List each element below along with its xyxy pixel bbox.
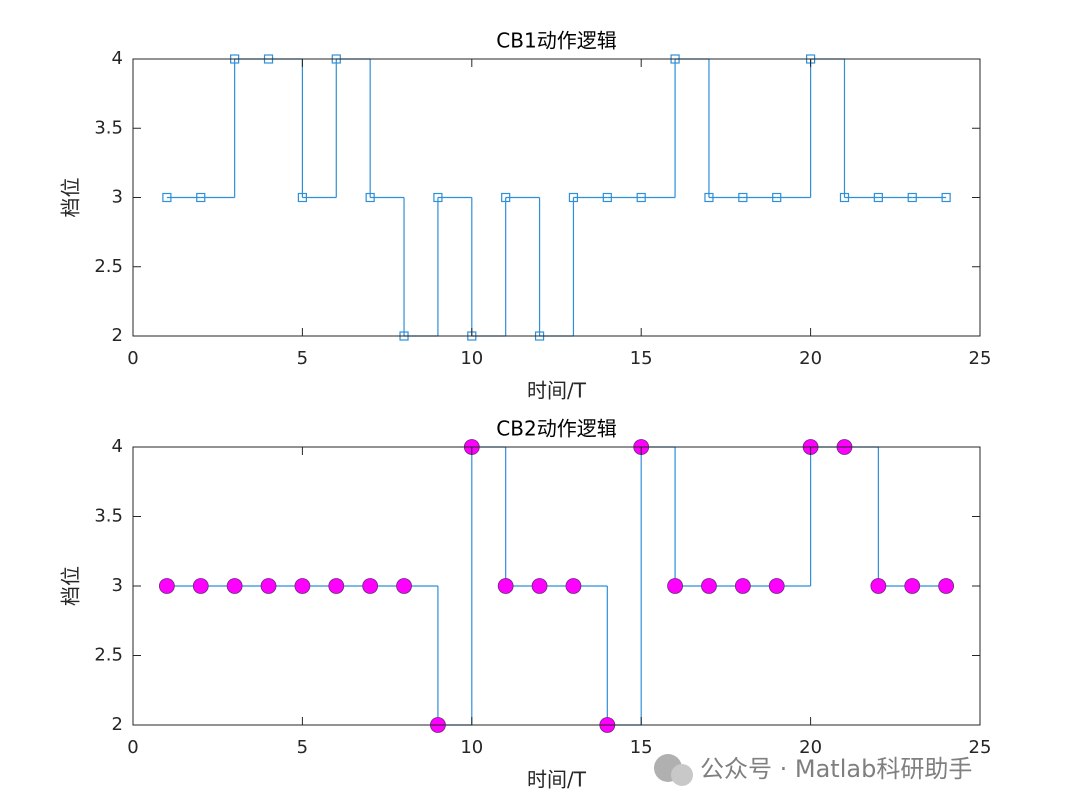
x-tick-label: 15 xyxy=(630,348,653,369)
marker xyxy=(738,192,748,203)
y-tick-label: 3 xyxy=(112,575,123,596)
marker xyxy=(396,578,412,594)
watermark-icon xyxy=(671,764,693,786)
y-tick-label: 4 xyxy=(112,48,123,69)
x-tick-label: 5 xyxy=(297,348,308,369)
x-tick-label: 25 xyxy=(969,348,992,369)
x-tick-label: 25 xyxy=(969,737,992,758)
x-tick-label: 0 xyxy=(127,348,138,369)
marker xyxy=(701,578,717,594)
marker xyxy=(226,578,243,594)
marker xyxy=(907,192,917,203)
marker xyxy=(192,578,209,594)
x-tick-label: 20 xyxy=(799,737,822,758)
marker xyxy=(938,578,955,594)
x-tick-label: 5 xyxy=(297,737,308,758)
marker xyxy=(734,578,751,594)
marker xyxy=(328,578,345,594)
chart-title: CB2动作逻辑 xyxy=(496,417,616,441)
marker xyxy=(873,192,883,203)
marker xyxy=(602,192,612,203)
y-tick-label: 2.5 xyxy=(94,645,123,666)
marker xyxy=(531,578,548,594)
marker xyxy=(772,192,782,203)
marker xyxy=(768,578,785,594)
y-tick-label: 2 xyxy=(112,714,123,735)
chart-title: CB1动作逻辑 xyxy=(496,29,616,53)
x-tick-label: 15 xyxy=(630,737,653,758)
marker xyxy=(365,192,375,203)
marker xyxy=(162,192,172,203)
y-tick-label: 2 xyxy=(112,325,123,346)
marker xyxy=(501,192,511,203)
x-tick-label: 10 xyxy=(460,348,483,369)
plot-area xyxy=(133,59,980,336)
y-tick-label: 3 xyxy=(112,187,123,208)
marker xyxy=(870,578,887,594)
y-tick-label: 3.5 xyxy=(94,506,123,527)
y-axis-label: 档位 xyxy=(59,178,83,218)
marker xyxy=(433,192,443,203)
marker xyxy=(362,578,379,594)
x-tick-label: 0 xyxy=(127,737,138,758)
marker xyxy=(904,578,921,594)
marker xyxy=(667,578,683,594)
y-tick-label: 2.5 xyxy=(94,256,123,277)
marker xyxy=(294,578,311,594)
watermark-text: 公众号 · Matlab科研助手 xyxy=(700,755,972,783)
x-tick-label: 20 xyxy=(799,348,822,369)
x-axis-label: 时间/T xyxy=(527,768,587,792)
marker xyxy=(260,578,277,594)
marker xyxy=(941,192,951,203)
marker xyxy=(297,192,307,203)
marker xyxy=(565,578,582,594)
marker xyxy=(636,192,646,203)
x-axis-label: 时间/T xyxy=(527,379,587,403)
y-axis-label: 档位 xyxy=(59,566,83,606)
y-tick-label: 4 xyxy=(112,436,123,457)
marker xyxy=(497,578,514,594)
marker xyxy=(704,192,714,203)
x-tick-label: 10 xyxy=(460,737,483,758)
y-tick-label: 3.5 xyxy=(94,117,123,138)
marker xyxy=(839,192,850,203)
marker xyxy=(196,192,206,203)
marker xyxy=(568,192,579,203)
watermark: 公众号 · Matlab科研助手 xyxy=(654,754,972,786)
marker xyxy=(158,578,175,594)
